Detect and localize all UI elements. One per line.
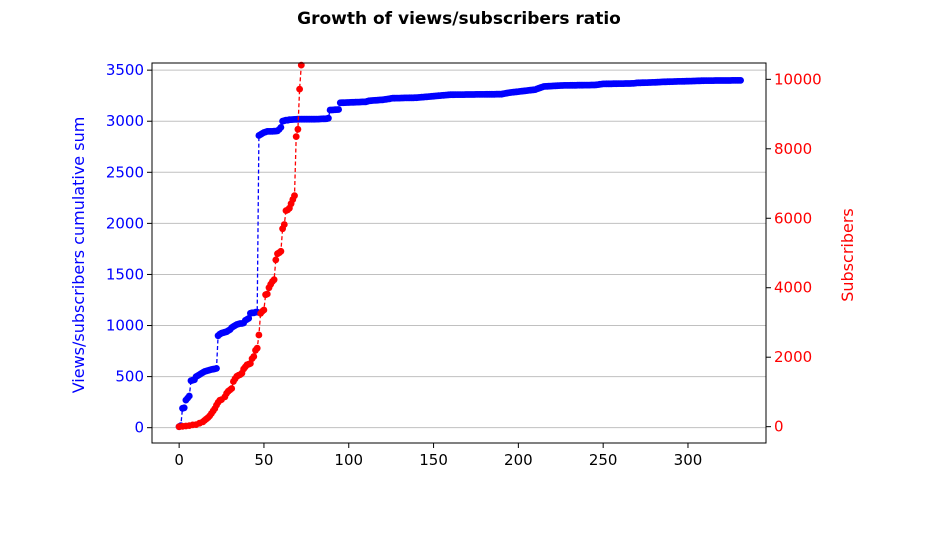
x-tick-label: 300 <box>674 451 703 469</box>
right-tick-label: 6000 <box>774 209 812 227</box>
x-tick-label: 250 <box>589 451 618 469</box>
right-tick-label: 8000 <box>774 140 812 158</box>
views-ratio-point <box>737 77 744 84</box>
right-tick-label: 10000 <box>774 70 822 88</box>
subscribers-point <box>250 353 258 360</box>
subscribers-point <box>270 276 278 284</box>
x-tick-label: 0 <box>174 451 184 469</box>
left-tick-label: 3000 <box>106 112 144 130</box>
right-axis-ticks: 0 2000 4000 6000 8000 10000 <box>766 70 822 436</box>
views-ratio-point <box>277 124 285 131</box>
left-tick-label: 1000 <box>106 317 144 335</box>
subscribers-point <box>260 306 268 314</box>
plot-frame <box>151 62 767 444</box>
views-ratio-point <box>245 315 253 322</box>
x-tick-label: 50 <box>254 451 273 469</box>
x-tick-label: 200 <box>504 451 533 469</box>
views-ratio-point <box>325 114 332 122</box>
left-tick-label: 500 <box>115 368 144 386</box>
right-tick-label: 0 <box>774 418 784 436</box>
subscribers-point <box>294 125 302 133</box>
series-right-subscribers <box>175 61 305 431</box>
left-axis-ticks: 0 500 1000 1500 2000 2500 3000 3500 <box>106 61 152 437</box>
chart-title: Growth of views/subscribers ratio <box>297 9 621 29</box>
x-axis-ticks: 0 50 100 150 200 250 300 <box>174 443 702 469</box>
left-tick-label: 1500 <box>106 265 144 283</box>
views-ratio-point <box>180 404 188 412</box>
right-tick-label: 2000 <box>774 348 812 366</box>
subscribers-point <box>296 85 303 93</box>
left-axis-title: Views/subscribers cumulative sum <box>69 117 88 394</box>
subscribers-point <box>280 221 288 228</box>
views-ratio-point <box>335 106 342 113</box>
views-ratio-point <box>213 365 220 372</box>
right-tick-label: 4000 <box>774 279 812 297</box>
subscribers-point <box>228 385 236 392</box>
left-tick-label: 2500 <box>106 163 144 181</box>
subscribers-point <box>263 290 271 298</box>
subscribers-point <box>291 192 298 200</box>
series-left-views-ratio <box>175 77 744 431</box>
subscribers-point <box>292 133 300 141</box>
left-tick-label: 0 <box>134 419 144 437</box>
subscribers-point <box>255 331 263 339</box>
views-ratio-point <box>185 392 193 400</box>
x-tick-label: 150 <box>419 451 448 469</box>
subscribers-point <box>272 256 280 264</box>
right-axis-title: Subscribers <box>838 208 857 302</box>
left-tick-label: 2000 <box>106 214 144 232</box>
x-tick-label: 100 <box>334 451 363 469</box>
subscribers-point <box>253 344 261 352</box>
grid-lines <box>152 69 766 429</box>
subscribers-point <box>277 247 285 255</box>
left-tick-label: 3500 <box>106 61 144 79</box>
